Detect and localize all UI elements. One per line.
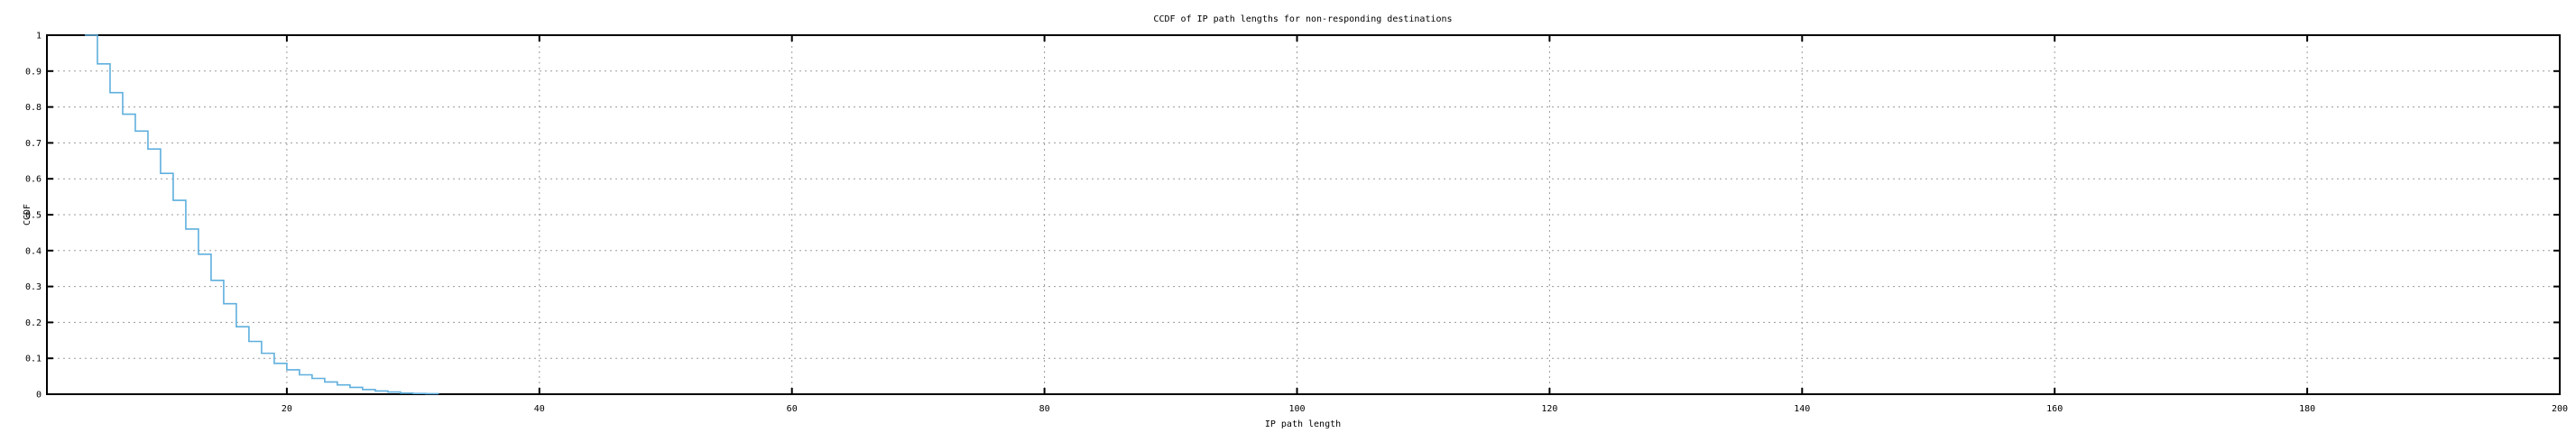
x-tick-label: 40 [534, 404, 545, 414]
tick-layer [47, 34, 2561, 395]
tick-label-layer: 20 40 60 80 100 120 140 160 180 200 0 0.1 0.2 0.3 0.4 0… [25, 32, 2568, 415]
ccdf-step-line [84, 34, 439, 395]
y-tick-label: 0.1 [25, 355, 42, 364]
x-tick-label: 160 [2046, 404, 2063, 414]
x-axis-label: IP path length [1265, 419, 1341, 429]
x-tick-label: 60 [787, 404, 798, 414]
y-tick-label: 0.9 [25, 67, 42, 77]
y-tick-label: 0.4 [25, 246, 42, 256]
x-tick-label: 200 [2552, 404, 2568, 414]
y-tick-label: 0 [36, 391, 42, 401]
x-tick-label: 100 [1288, 404, 1305, 414]
y-tick-label: 0.8 [25, 103, 42, 113]
x-tick-label: 180 [2299, 404, 2315, 414]
y-tick-label: 0.7 [25, 139, 42, 149]
y-tick-label: 0.6 [25, 175, 42, 185]
x-tick-label: 140 [1794, 404, 1810, 414]
x-tick-label: 80 [1039, 404, 1050, 414]
y-tick-label: 0.3 [25, 282, 42, 292]
chart-title: CCDF of IP path lengths for non-respondi… [1153, 14, 1452, 24]
y-tick-label: 0.5 [25, 211, 42, 221]
grid-layer [47, 35, 2560, 394]
y-axis-label: CCDF [23, 204, 32, 226]
x-tick-label: 120 [1541, 404, 1557, 414]
y-tick-label: 1 [36, 32, 42, 41]
series-layer [84, 34, 439, 395]
x-tick-label: 20 [282, 404, 292, 414]
y-tick-label: 0.2 [25, 318, 42, 328]
